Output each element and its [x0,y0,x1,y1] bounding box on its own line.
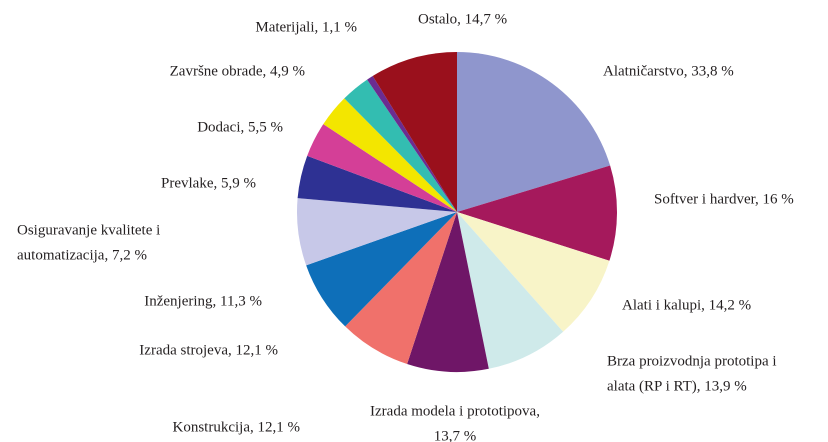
slice-label: Konstrukcija, 12,1 % [173,419,300,435]
pie-slice [306,212,457,327]
slice-label: Inženjering, 11,3 % [144,293,262,309]
pie-slice [297,155,457,212]
slice-label: Brza proizvodnja prototipa i [607,353,777,369]
slice-label: Alati i kalupi, 14,2 % [622,297,751,313]
pie-slice [323,98,457,212]
slice-label: Materijali, 1,1 % [255,19,357,35]
pie-slice [457,52,611,212]
pie-slice [372,52,457,212]
slice-label: automatizacija, 7,2 % [17,247,147,263]
pie-slice [457,212,610,332]
pie-slice [457,212,564,369]
pie-slice [457,165,618,261]
slice-label: Dodaci, 5,5 % [197,119,283,135]
slice-label: Softver i hardver, 16 % [654,191,794,207]
slice-label: Izrada modela i prototipova, [370,403,540,419]
pie-slice [367,76,457,212]
slice-label: Završne obrade, 4,9 % [170,63,305,79]
pie-slice [296,198,457,266]
slice-label: Alatničarstvo, 33,8 % [603,63,734,79]
slice-label: Izrada strojeva, 12,1 % [139,342,278,358]
slice-label: 13,7 % [434,428,477,442]
pie-slice [345,212,457,365]
slice-label: Osiguravanje kvalitete i [17,222,160,238]
pie-slice [307,124,457,212]
slice-label: alata (RP i RT), 13,9 % [607,378,747,394]
slice-label: Prevlake, 5,9 % [161,175,256,191]
pie-slice [407,212,489,372]
slice-label: Ostalo, 14,7 % [418,11,507,27]
pie-slice [344,79,457,212]
